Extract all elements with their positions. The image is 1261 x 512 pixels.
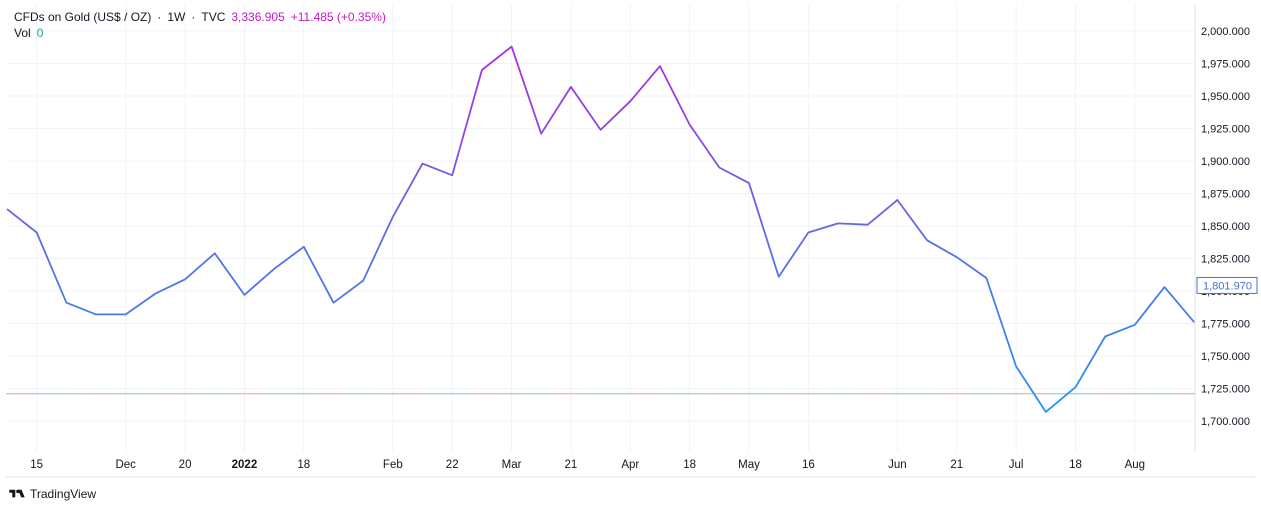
- x-tick-label: Jun: [888, 459, 907, 471]
- y-tick-label: 1,975.000: [1201, 59, 1250, 71]
- x-tick-label: Dec: [115, 459, 136, 471]
- tradingview-icon: [8, 488, 26, 500]
- last-value-label: 1,801.970: [1203, 280, 1252, 292]
- source-label: TVC: [201, 9, 225, 25]
- y-tick-label: 1,850.000: [1201, 221, 1250, 233]
- x-tick-label: Jul: [1009, 459, 1024, 471]
- x-tick-label: 21: [565, 459, 578, 471]
- y-tick-label: 1,950.000: [1201, 91, 1250, 103]
- x-tick-label: 22: [446, 459, 459, 471]
- y-tick-label: 1,825.000: [1201, 254, 1250, 266]
- y-tick-label: 1,925.000: [1201, 124, 1250, 136]
- x-tick-label: Aug: [1125, 459, 1145, 471]
- x-tick-label: 18: [683, 459, 696, 471]
- y-tick-label: 1,750.000: [1201, 351, 1250, 363]
- y-tick-label: 1,900.000: [1201, 156, 1250, 168]
- interval-label[interactable]: 1W: [167, 9, 185, 25]
- price-change: +11.485 (+0.35%): [291, 9, 386, 25]
- last-price: 3,336.905: [231, 9, 284, 25]
- x-tick-label: 18: [297, 459, 310, 471]
- x-tick-label: Apr: [621, 459, 639, 471]
- y-tick-label: 2,000.000: [1201, 26, 1250, 38]
- tradingview-logo[interactable]: TradingView: [8, 487, 96, 501]
- x-tick-label: 21: [950, 459, 963, 471]
- x-tick-label: 2022: [232, 459, 258, 471]
- x-tick-label: Feb: [383, 459, 403, 471]
- x-tick-label: Mar: [502, 459, 522, 471]
- x-tick-label: May: [738, 459, 760, 471]
- symbol-name[interactable]: CFDs on Gold (US$ / OZ): [14, 9, 151, 25]
- volume-legend: Vol 0: [14, 26, 43, 40]
- legend-separator: ·: [157, 9, 161, 25]
- volume-value: 0: [37, 26, 44, 40]
- volume-label: Vol: [14, 26, 31, 40]
- chart-legend: CFDs on Gold (US$ / OZ) · 1W · TVC 3,336…: [14, 9, 386, 25]
- y-tick-label: 1,700.000: [1201, 416, 1250, 428]
- x-tick-label: 15: [30, 459, 43, 471]
- y-tick-label: 1,875.000: [1201, 189, 1250, 201]
- legend-separator: ·: [191, 9, 195, 25]
- y-tick-label: 1,775.000: [1201, 319, 1250, 331]
- y-tick-label: 1,725.000: [1201, 384, 1250, 396]
- brand-name: TradingView: [30, 487, 96, 501]
- x-tick-label: 16: [802, 459, 815, 471]
- x-tick-label: 18: [1069, 459, 1082, 471]
- x-tick-label: 20: [179, 459, 192, 471]
